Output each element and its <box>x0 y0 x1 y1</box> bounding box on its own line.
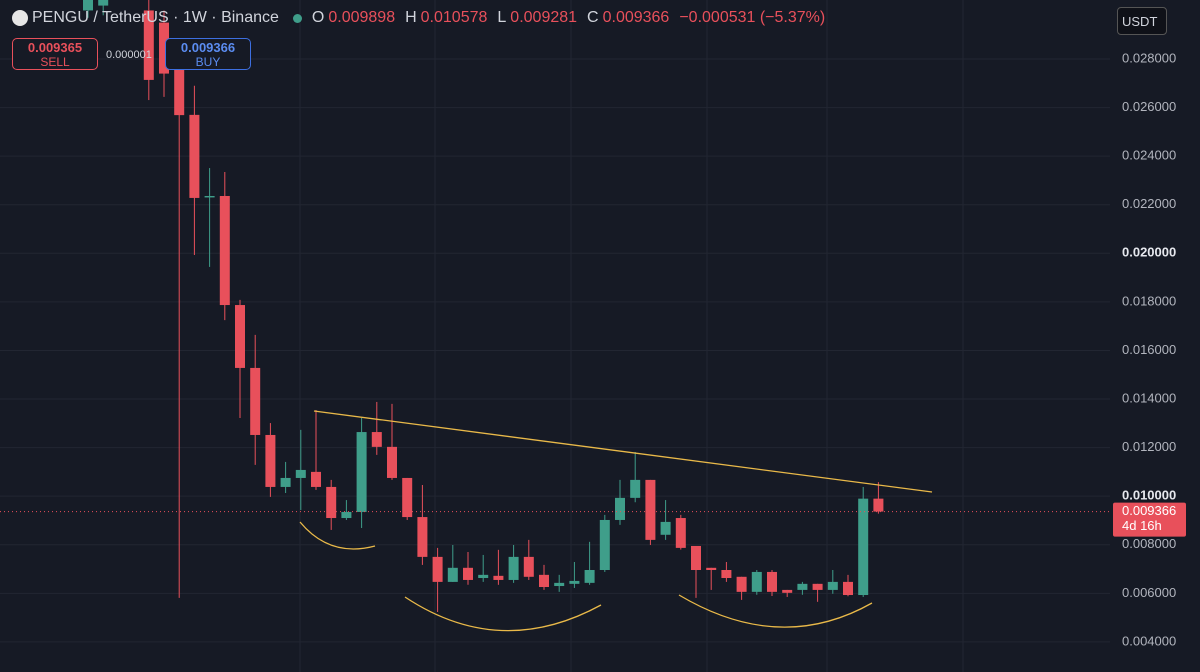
y-tick-label: 0.026000 <box>1122 99 1176 114</box>
change: −0.000531 (−5.37%) <box>679 9 826 26</box>
h-label: H <box>405 9 417 26</box>
symbol: PENGU / TetherUS · 1W · Binance <box>32 9 279 26</box>
candle-body <box>858 498 869 596</box>
y-tick-label: 0.018000 <box>1122 293 1176 308</box>
countdown: 4d 16h <box>1122 518 1162 533</box>
candle-body <box>843 581 853 596</box>
sell-button[interactable]: 0.009365 SELL <box>12 38 98 70</box>
sell-price: 0.009365 <box>27 40 83 55</box>
candle-body <box>280 477 291 487</box>
candle-body <box>204 195 215 198</box>
candles <box>0 0 1110 613</box>
candle-body <box>235 305 245 368</box>
buy-label: BUY <box>195 55 221 69</box>
high-value: 0.010578 <box>420 9 488 26</box>
candle-body <box>98 0 109 6</box>
drawings <box>299 410 933 632</box>
candle-body <box>371 432 382 447</box>
candle-body <box>311 471 321 487</box>
candle-body <box>417 517 428 557</box>
candle-body <box>432 556 443 582</box>
y-tick-label: 0.014000 <box>1122 390 1176 405</box>
candle-body <box>219 195 230 306</box>
low-value: 0.009281 <box>510 9 578 26</box>
c-label: C <box>587 9 599 26</box>
y-tick-label: 0.010000 <box>1122 488 1176 503</box>
curve <box>404 596 602 632</box>
candle-body <box>797 583 808 590</box>
candle-body <box>691 545 701 570</box>
candle-body <box>660 521 671 535</box>
o-label: O <box>311 9 325 26</box>
logo <box>12 10 28 26</box>
candle-body <box>767 571 777 592</box>
candle-body <box>706 567 717 570</box>
curve <box>678 594 873 628</box>
y-tick-label: 0.004000 <box>1122 633 1176 648</box>
status-dot <box>292 13 302 23</box>
candle-body <box>599 519 610 570</box>
buy-price: 0.009366 <box>180 40 236 55</box>
candle-body <box>721 569 732 579</box>
curve <box>299 521 376 550</box>
candle-body <box>539 574 549 587</box>
candle-body <box>569 580 580 584</box>
candle-body <box>447 567 458 582</box>
y-tick-label: 0.016000 <box>1122 342 1176 357</box>
y-tick-label: 0.022000 <box>1122 196 1176 211</box>
y-tick-label: 0.008000 <box>1122 536 1176 551</box>
price-label: 0.009366 <box>1122 503 1176 518</box>
candle-body <box>143 10 154 80</box>
candle-body <box>554 582 565 587</box>
candle-body <box>645 479 656 540</box>
price-label-box <box>1113 502 1186 537</box>
open-value: 0.009898 <box>328 9 396 26</box>
candle-body <box>250 367 261 435</box>
price-axis: 0.004000 0.006000 0.008000 0.010000 0.012000… <box>1113 50 1186 648</box>
candle-body <box>751 571 762 592</box>
candle-body <box>402 477 413 518</box>
spread: 0.000001 <box>106 49 152 61</box>
y-tick-label: 0.012000 <box>1122 439 1176 454</box>
sell-label: SELL <box>40 55 70 69</box>
y-tick-label: 0.006000 <box>1122 585 1176 600</box>
candle-body <box>478 574 489 579</box>
candle-body <box>356 432 367 512</box>
candle-body <box>615 497 625 520</box>
candle-body <box>523 556 534 577</box>
candle-body <box>630 479 641 498</box>
grid <box>0 0 1110 672</box>
l-label: L <box>497 9 507 26</box>
candle-body <box>873 498 884 512</box>
candle-body <box>827 581 838 590</box>
candle-body <box>189 114 200 198</box>
candle-body <box>83 0 93 11</box>
candle-body <box>341 511 352 519</box>
legend: PENGU / TetherUS · 1W · Binance O 0.00989… <box>12 9 825 27</box>
candle-body <box>675 518 686 548</box>
candle-body <box>326 486 337 519</box>
currency-select[interactable]: USDT <box>1117 7 1167 35</box>
buy-button[interactable]: 0.009366 BUY <box>165 38 251 70</box>
y-tick-label: 0.020000 <box>1122 245 1176 260</box>
y-tick-label: 0.028000 <box>1122 50 1176 65</box>
candle-body <box>782 589 793 593</box>
candle-body <box>265 434 276 487</box>
candle-body <box>736 576 747 592</box>
candle-body <box>493 575 504 580</box>
y-tick-label: 0.024000 <box>1122 148 1176 163</box>
close-value: 0.009366 <box>602 9 670 26</box>
trend-line <box>313 410 933 493</box>
candle-body <box>812 583 823 590</box>
candle-body <box>174 59 185 116</box>
candle-body <box>295 469 306 478</box>
candle-body <box>584 569 595 583</box>
candle-body <box>463 567 473 580</box>
candle-body <box>508 556 519 580</box>
candle-body <box>387 446 397 478</box>
candle-body <box>159 22 169 74</box>
